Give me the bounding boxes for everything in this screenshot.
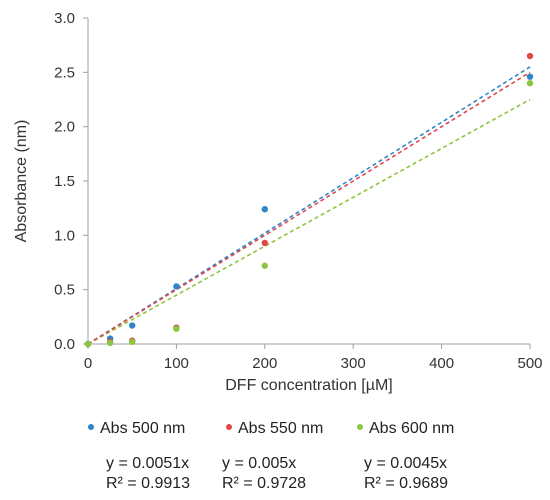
equation-text-abs-500: y = 0.0051x	[106, 455, 190, 472]
y-tick-label: 3.0	[54, 10, 75, 27]
legend-marker-abs-600	[357, 423, 363, 430]
r-squared-abs-500: R² = 0.9913	[106, 475, 191, 492]
legend-item-abs-500[interactable]: Abs 500 nm	[88, 420, 185, 438]
x-tick-label: 400	[429, 355, 454, 372]
scatter-chart: 0.0 0.5 1.0 1.5 2.0 2.5 3.0 0 100 200 300 400 500 DFF…	[13, 10, 543, 394]
equation-text-abs-600: y = 0.0045x	[364, 455, 448, 472]
data-point-abs-550-nm	[261, 239, 268, 247]
data-point-abs-600-nm	[129, 338, 136, 346]
data-point-abs-600-nm	[526, 80, 534, 87]
r-squared-abs-550: R² = 0.9728	[222, 475, 307, 492]
data-point-abs-500-nm	[173, 283, 180, 290]
y-tick-label: 0.5	[54, 282, 75, 299]
x-tick-label: 300	[341, 355, 366, 372]
y-tick-label: 2.5	[54, 64, 75, 81]
data-point-abs-600-nm	[261, 262, 268, 269]
x-axis-title: DFF concentration [µM]	[225, 377, 393, 394]
data-point-abs-600-nm	[84, 340, 92, 348]
x-tick-label: 0	[84, 355, 92, 372]
data-point-abs-500-nm	[129, 322, 136, 329]
legend-label-abs-500: Abs 500 nm	[100, 420, 186, 437]
y-tick-label: 1.0	[54, 227, 75, 244]
trendline-equation-abs-500: y = 0.0051x R² = 0.9913	[106, 454, 190, 494]
equation-text-abs-550: y = 0.005x	[222, 455, 297, 472]
data-point-abs-600-nm	[106, 339, 114, 347]
legend-item-abs-600[interactable]: Abs 600 nm	[357, 420, 454, 438]
legend-label-abs-550: Abs 550 nm	[238, 420, 324, 437]
data-point-abs-550-nm	[526, 52, 534, 60]
x-tick-label: 500	[517, 355, 542, 372]
y-tick-label: 1.5	[54, 173, 75, 190]
legend-marker-abs-550	[226, 423, 232, 430]
y-tick-label: 2.0	[54, 119, 75, 136]
y-tick-label: 0.0	[54, 336, 75, 353]
trendline-equation-abs-600: y = 0.0045x R² = 0.9689	[364, 454, 448, 494]
trendline-abs-600-nm	[87, 98, 531, 345]
data-point-abs-600-nm	[173, 325, 180, 332]
legend-label-abs-600: Abs 600 nm	[369, 420, 455, 437]
x-tick-label: 200	[252, 355, 277, 372]
data-point-abs-500-nm	[526, 73, 534, 80]
trendline-equation-abs-550: y = 0.005x R² = 0.9728	[222, 454, 306, 494]
y-axis-title: Absorbance (nm)	[13, 120, 30, 243]
trendline-abs-550-nm	[87, 71, 531, 345]
x-tick-label: 100	[164, 355, 189, 372]
data-point-abs-500-nm	[261, 206, 268, 213]
legend: Abs 500 nm Abs 550 nm Abs 600 nm	[0, 420, 550, 444]
legend-marker-abs-500	[88, 423, 94, 430]
legend-item-abs-550[interactable]: Abs 550 nm	[226, 420, 323, 438]
r-squared-abs-600: R² = 0.9689	[364, 475, 449, 492]
